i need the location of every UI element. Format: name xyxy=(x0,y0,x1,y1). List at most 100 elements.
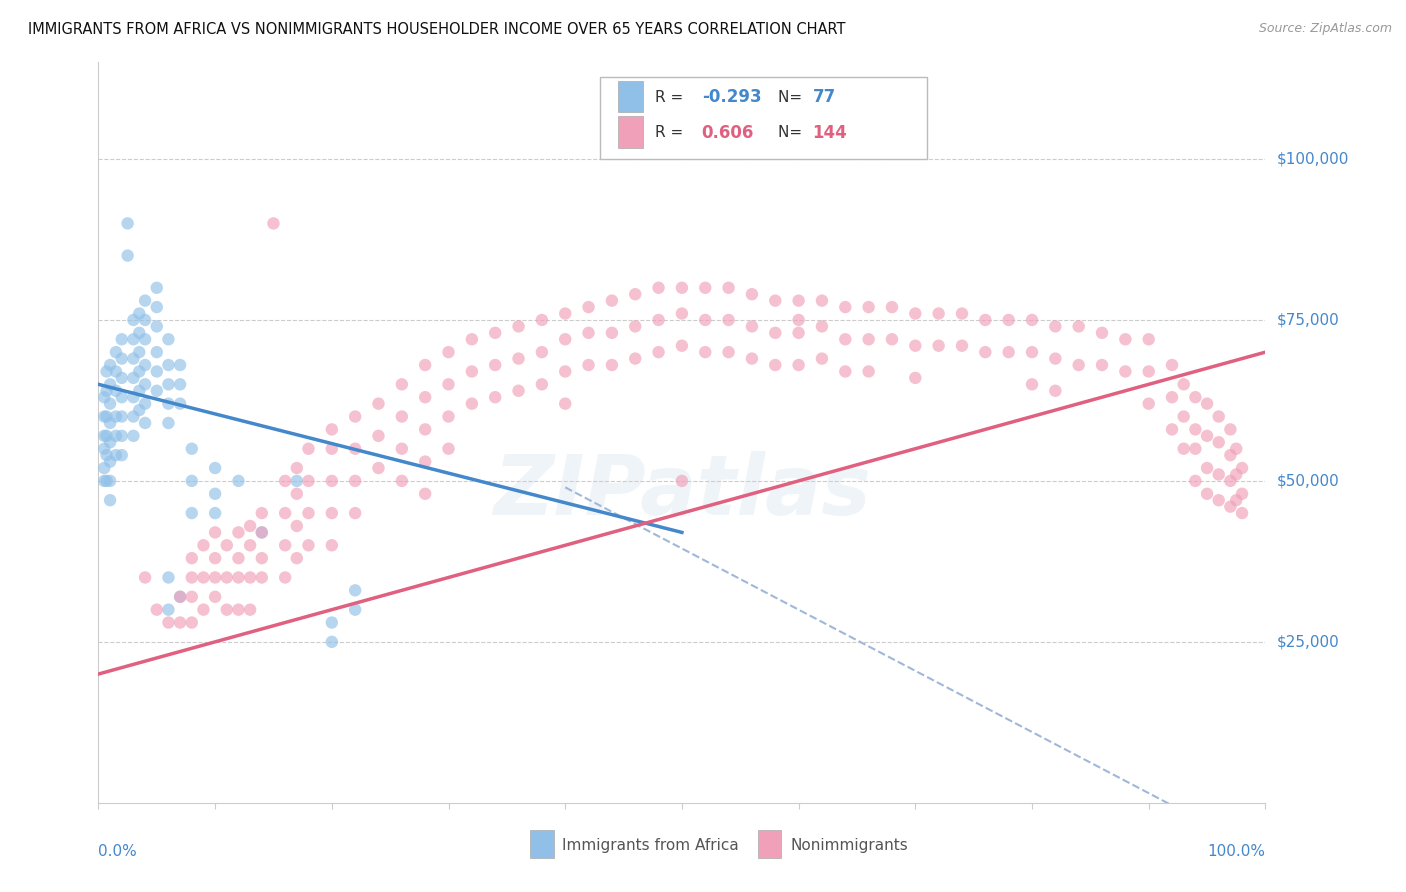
Text: $100,000: $100,000 xyxy=(1277,152,1350,167)
Point xyxy=(1184,422,1206,436)
Point xyxy=(262,216,284,230)
Point xyxy=(647,313,669,327)
Point xyxy=(169,377,191,392)
Point xyxy=(146,384,169,398)
Point xyxy=(647,345,669,359)
Point xyxy=(169,590,191,604)
Point xyxy=(554,397,576,411)
Text: N=: N= xyxy=(778,90,807,104)
Point xyxy=(98,493,121,508)
Point xyxy=(104,364,127,378)
Point xyxy=(228,602,250,616)
Text: 0.606: 0.606 xyxy=(702,124,754,142)
Point xyxy=(274,538,297,552)
Point xyxy=(1045,319,1067,334)
Point xyxy=(122,351,145,366)
Point xyxy=(157,602,180,616)
Point xyxy=(1195,487,1218,501)
Point xyxy=(413,487,436,501)
Point xyxy=(96,409,118,424)
Point xyxy=(1184,442,1206,456)
Point xyxy=(1219,474,1241,488)
Point xyxy=(98,435,121,450)
Point xyxy=(578,300,600,314)
Point xyxy=(239,519,262,533)
Point xyxy=(169,397,191,411)
Point xyxy=(321,538,343,552)
Point xyxy=(763,326,786,340)
Point xyxy=(228,551,250,566)
Point xyxy=(367,429,389,443)
Text: 100.0%: 100.0% xyxy=(1208,844,1265,858)
FancyBboxPatch shape xyxy=(600,78,927,159)
Point xyxy=(204,461,226,475)
Point xyxy=(858,300,880,314)
Point xyxy=(250,525,273,540)
Point xyxy=(904,306,927,320)
Point xyxy=(204,487,226,501)
Point xyxy=(1173,409,1195,424)
Point xyxy=(93,474,115,488)
Point xyxy=(671,339,693,353)
Point xyxy=(204,506,226,520)
Point xyxy=(834,300,856,314)
Point xyxy=(134,313,156,327)
Point xyxy=(111,332,134,346)
Point xyxy=(93,409,115,424)
Point xyxy=(180,442,202,456)
Point xyxy=(1225,493,1247,508)
Point xyxy=(1067,319,1090,334)
Point xyxy=(997,313,1019,327)
Point xyxy=(122,332,145,346)
Point xyxy=(128,364,150,378)
Point xyxy=(204,570,226,584)
Point xyxy=(321,615,343,630)
Point xyxy=(128,384,150,398)
Point xyxy=(554,332,576,346)
Point xyxy=(104,345,127,359)
Point xyxy=(321,422,343,436)
Point xyxy=(285,551,308,566)
Point xyxy=(695,345,717,359)
Bar xyxy=(530,830,554,858)
Point xyxy=(117,216,139,230)
Point xyxy=(461,332,484,346)
Point xyxy=(111,390,134,404)
Point xyxy=(134,293,156,308)
Point xyxy=(344,474,367,488)
Point xyxy=(274,474,297,488)
Point xyxy=(111,371,134,385)
Point xyxy=(1161,422,1184,436)
Point xyxy=(193,538,215,552)
Point xyxy=(344,442,367,456)
Point xyxy=(1184,474,1206,488)
Point xyxy=(193,570,215,584)
Point xyxy=(98,454,121,468)
Point xyxy=(157,397,180,411)
Point xyxy=(997,345,1019,359)
Point xyxy=(1021,313,1043,327)
Point xyxy=(122,371,145,385)
Text: R =: R = xyxy=(655,90,688,104)
Point xyxy=(1173,442,1195,456)
Point xyxy=(180,474,202,488)
Point xyxy=(1114,364,1136,378)
Text: ZIPatlas: ZIPatlas xyxy=(494,451,870,533)
Point xyxy=(624,351,647,366)
Point xyxy=(1067,358,1090,372)
Point xyxy=(834,332,856,346)
Point xyxy=(741,319,763,334)
Point xyxy=(437,442,460,456)
Text: 0.0%: 0.0% xyxy=(98,844,138,858)
Point xyxy=(1208,409,1230,424)
Point xyxy=(239,602,262,616)
Point xyxy=(928,339,950,353)
Point xyxy=(344,409,367,424)
Point xyxy=(128,326,150,340)
Point xyxy=(367,461,389,475)
Point xyxy=(671,474,693,488)
Point xyxy=(96,448,118,462)
Text: $75,000: $75,000 xyxy=(1277,312,1340,327)
Point xyxy=(215,538,238,552)
Point xyxy=(169,615,191,630)
